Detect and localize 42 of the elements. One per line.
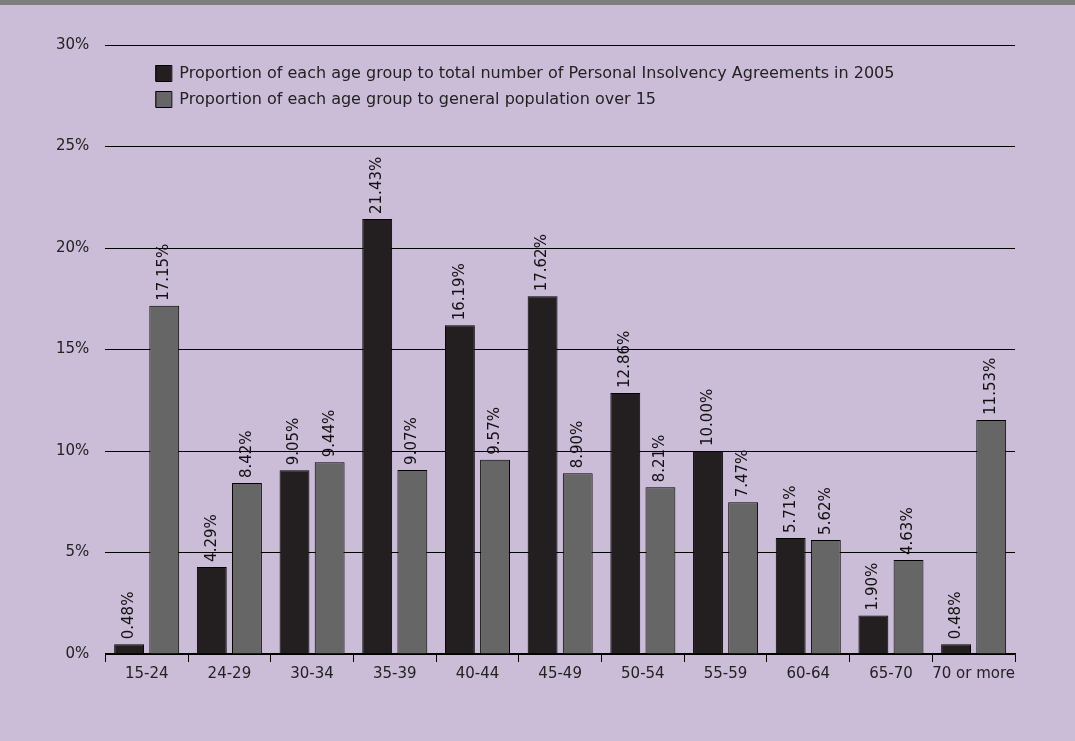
x-tick-label: 30-34 bbox=[290, 663, 334, 682]
data-label: 1.90% bbox=[863, 562, 882, 611]
data-label: 9.57% bbox=[484, 407, 503, 455]
y-tick-label: 30% bbox=[56, 34, 90, 53]
x-tick-label: 24-29 bbox=[207, 663, 252, 682]
data-label: 17.62% bbox=[532, 234, 551, 292]
data-label: 8.90% bbox=[567, 420, 586, 469]
legend-label: Proportion of each age group to total number of Personal Insolvency Agreements in 2005 bbox=[179, 63, 895, 83]
x-tick-label: 50-54 bbox=[621, 663, 665, 682]
legend-label: Proportion of each age group to general population over 15 bbox=[179, 89, 657, 109]
data-label: 4.63% bbox=[898, 507, 917, 556]
data-label: 8.42% bbox=[236, 430, 255, 479]
x-tick-label: 65-70 bbox=[869, 663, 913, 682]
data-label: 5.62% bbox=[815, 487, 834, 535]
data-label: 8.21% bbox=[650, 434, 669, 483]
data-label: 11.53% bbox=[981, 357, 1000, 415]
data-label: 9.07% bbox=[402, 417, 421, 465]
data-label: 16.19% bbox=[449, 263, 468, 321]
x-tick-label: 15-24 bbox=[124, 663, 169, 682]
data-label: 4.29% bbox=[201, 514, 220, 562]
data-label: 9.44% bbox=[319, 409, 338, 458]
data-label: 17.15% bbox=[154, 243, 173, 301]
y-tick-label: 25% bbox=[56, 136, 90, 155]
x-tick-label: 40-44 bbox=[455, 663, 500, 682]
data-label: 7.47% bbox=[733, 449, 752, 498]
x-tick-label: 60-64 bbox=[786, 663, 831, 682]
data-label: 9.05% bbox=[284, 417, 303, 466]
data-label: 5.71% bbox=[780, 485, 799, 534]
y-tick-label: 20% bbox=[56, 237, 90, 256]
data-label: 10.00% bbox=[697, 388, 716, 446]
data-label: 21.43% bbox=[367, 156, 386, 214]
y-tick-label: 10% bbox=[56, 440, 90, 459]
y-tick-label: 15% bbox=[56, 339, 90, 358]
data-label: 0.48% bbox=[119, 591, 138, 640]
x-tick-label: 55-59 bbox=[703, 663, 748, 682]
x-tick-label: 45-49 bbox=[538, 663, 582, 682]
data-label: 12.86% bbox=[615, 330, 634, 388]
y-tick-label: 5% bbox=[65, 542, 90, 561]
y-tick-label: 0% bbox=[65, 643, 90, 662]
x-tick-label: 35-39 bbox=[372, 663, 417, 682]
x-tick-label: 70 or more bbox=[932, 663, 1016, 682]
data-label: 0.48% bbox=[945, 591, 964, 640]
